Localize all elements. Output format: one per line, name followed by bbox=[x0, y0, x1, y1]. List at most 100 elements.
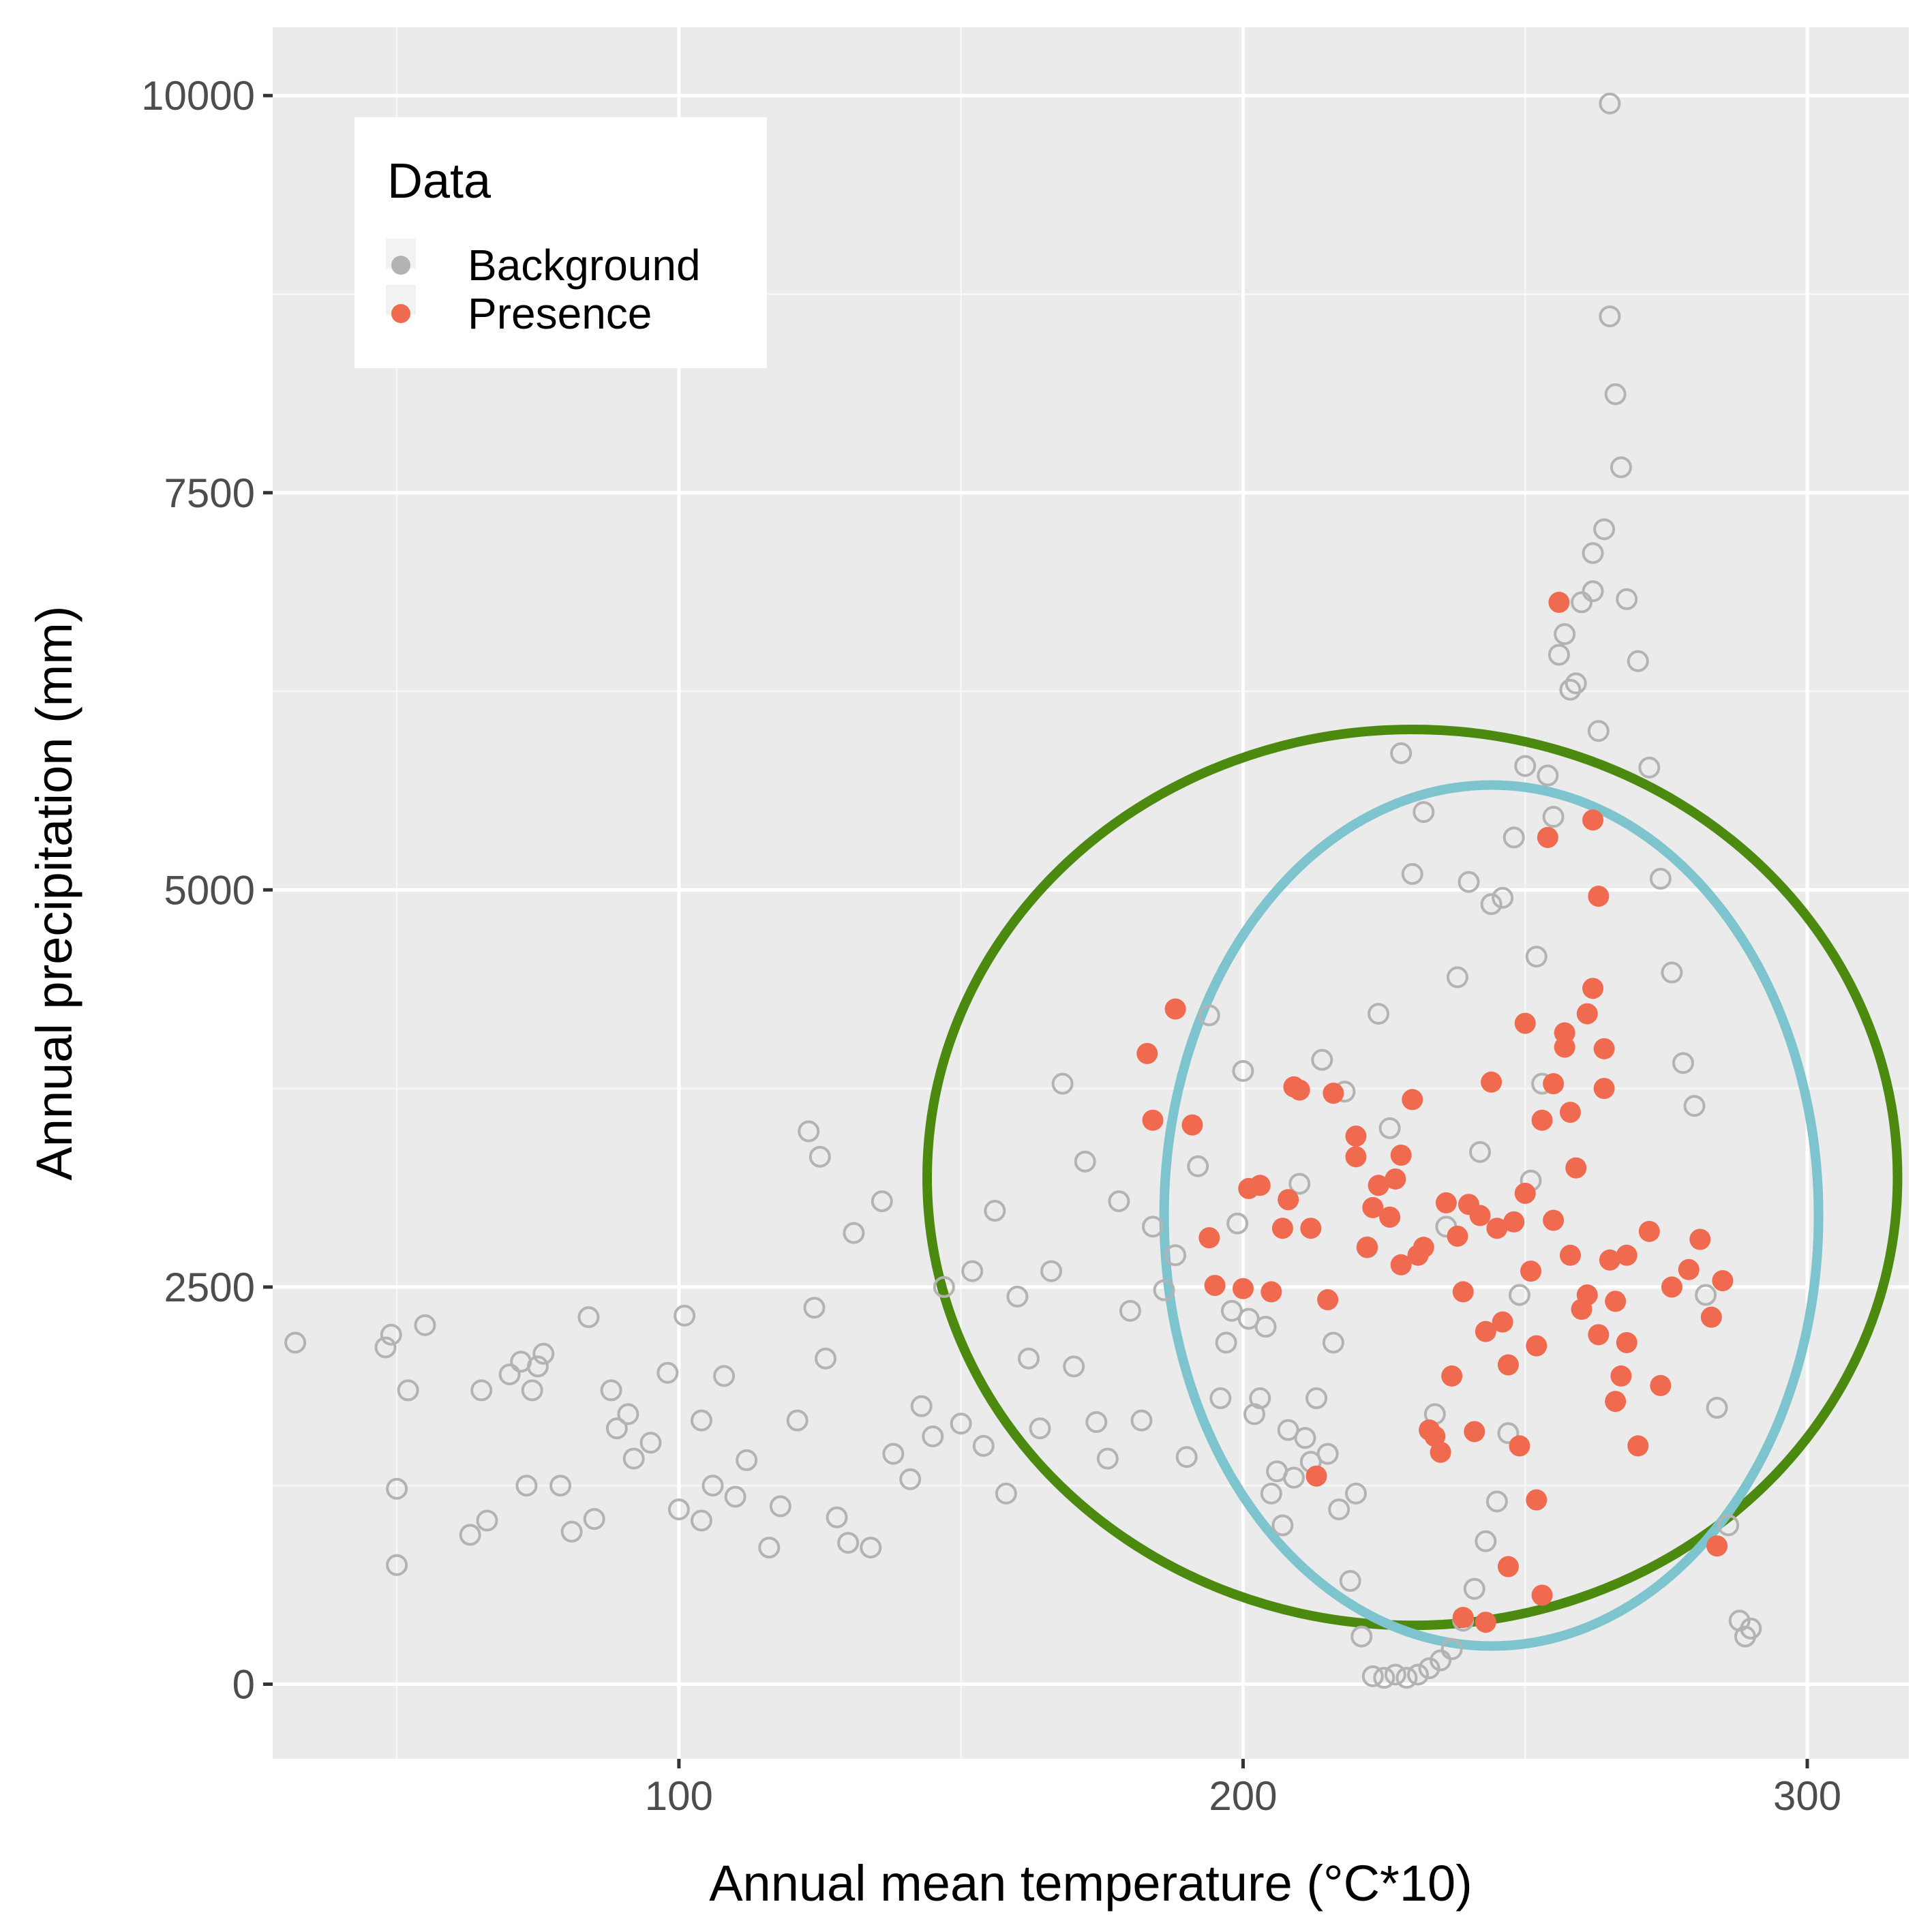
x-tick-label: 300 bbox=[1773, 1773, 1841, 1819]
background-point bbox=[1542, 806, 1565, 828]
background-point bbox=[1548, 644, 1570, 666]
presence-point bbox=[1441, 1365, 1463, 1387]
background-point bbox=[1051, 1072, 1074, 1095]
background-point bbox=[414, 1314, 436, 1336]
cyan-ellipse bbox=[1159, 780, 1824, 1651]
background-point bbox=[622, 1447, 645, 1470]
background-point bbox=[1717, 1514, 1740, 1537]
background-point bbox=[374, 1336, 397, 1359]
background-point bbox=[560, 1520, 583, 1543]
background-point bbox=[1209, 1387, 1232, 1410]
presence-point bbox=[1345, 1146, 1367, 1168]
background-point bbox=[1344, 1482, 1367, 1505]
background-point bbox=[724, 1485, 746, 1508]
presence-point bbox=[1379, 1206, 1401, 1228]
background-point bbox=[1475, 1530, 1497, 1552]
presence-point bbox=[1588, 886, 1610, 907]
background-point bbox=[1497, 1422, 1520, 1445]
background-point bbox=[1485, 1490, 1508, 1513]
background-point bbox=[386, 1554, 408, 1576]
presence-point bbox=[1554, 1036, 1575, 1058]
background-point bbox=[899, 1468, 922, 1490]
y-tick-label: 5000 bbox=[164, 867, 255, 913]
presence-point bbox=[1232, 1278, 1254, 1299]
presence-point bbox=[1638, 1220, 1660, 1242]
legend-title: Data bbox=[387, 154, 492, 209]
background-point bbox=[1480, 893, 1503, 916]
presence-point bbox=[1712, 1270, 1734, 1292]
presence-point bbox=[1509, 1435, 1530, 1457]
background-point bbox=[498, 1363, 521, 1386]
presence-point bbox=[1526, 1335, 1548, 1357]
background-point bbox=[397, 1379, 419, 1402]
background-point bbox=[910, 1395, 933, 1417]
background-point bbox=[1695, 1284, 1717, 1306]
presence-point bbox=[1402, 1089, 1423, 1111]
presence-point bbox=[1605, 1290, 1627, 1312]
presence-point bbox=[1576, 1284, 1598, 1306]
presence-point bbox=[1469, 1205, 1491, 1226]
background-point bbox=[803, 1297, 826, 1319]
background-point bbox=[521, 1379, 543, 1402]
background-point bbox=[1294, 1427, 1316, 1449]
background-point bbox=[1401, 863, 1423, 886]
background-point bbox=[1350, 1625, 1373, 1648]
presence-point bbox=[1368, 1175, 1389, 1196]
green-ellipse bbox=[922, 724, 1903, 1631]
background-point bbox=[1593, 518, 1616, 541]
background-point bbox=[1040, 1260, 1063, 1282]
presence-point bbox=[1447, 1225, 1468, 1247]
presence-point bbox=[1520, 1261, 1542, 1282]
background-point bbox=[882, 1443, 905, 1465]
background-point bbox=[809, 1145, 831, 1168]
background-point bbox=[1440, 1638, 1463, 1661]
background-point bbox=[1282, 1466, 1305, 1489]
background-point bbox=[843, 1222, 865, 1244]
background-point bbox=[815, 1347, 837, 1370]
presence-point bbox=[1576, 1003, 1598, 1025]
background-point bbox=[1249, 1387, 1271, 1410]
presence-point bbox=[1593, 1038, 1615, 1059]
background-point bbox=[922, 1425, 944, 1447]
background-point bbox=[1616, 588, 1638, 610]
presence-point bbox=[1300, 1218, 1322, 1239]
x-tick-label: 100 bbox=[645, 1773, 713, 1819]
presence-point bbox=[1537, 826, 1558, 848]
background-point bbox=[1740, 1617, 1762, 1640]
presence-point bbox=[1700, 1306, 1722, 1328]
background-point bbox=[1565, 672, 1587, 695]
background-point bbox=[1599, 305, 1621, 328]
presence-point bbox=[1452, 1281, 1474, 1303]
presence-point bbox=[1605, 1391, 1627, 1413]
background-point bbox=[583, 1508, 605, 1530]
background-point bbox=[1610, 456, 1632, 479]
y-tick-label: 2500 bbox=[164, 1265, 255, 1310]
x-axis-title: Annual mean temperature (°C*10) bbox=[709, 1855, 1473, 1912]
background-point bbox=[837, 1532, 860, 1554]
background-point bbox=[476, 1509, 498, 1532]
presence-point bbox=[1271, 1218, 1293, 1239]
presence-point bbox=[1142, 1109, 1164, 1131]
background-point bbox=[380, 1323, 402, 1346]
legend-dot-background bbox=[391, 256, 410, 275]
legend-label-presence: Presence bbox=[468, 289, 652, 338]
background-point bbox=[1672, 1052, 1694, 1074]
presence-point bbox=[1385, 1168, 1406, 1190]
background-point bbox=[1328, 1498, 1350, 1521]
background-point bbox=[1322, 1331, 1344, 1354]
background-point bbox=[1469, 1141, 1492, 1163]
background-point bbox=[1316, 1443, 1339, 1465]
presence-point bbox=[1181, 1114, 1203, 1136]
presence-point bbox=[1198, 1227, 1220, 1249]
background-point bbox=[605, 1417, 628, 1440]
presence-point bbox=[1136, 1042, 1158, 1064]
presence-point bbox=[1531, 1109, 1553, 1131]
background-point bbox=[284, 1331, 307, 1354]
presence-point bbox=[1413, 1237, 1434, 1258]
presence-point bbox=[1288, 1079, 1310, 1101]
background-point bbox=[1587, 720, 1610, 742]
presence-point bbox=[1492, 1311, 1513, 1333]
background-point bbox=[386, 1477, 408, 1500]
presence-point bbox=[1452, 1607, 1474, 1629]
